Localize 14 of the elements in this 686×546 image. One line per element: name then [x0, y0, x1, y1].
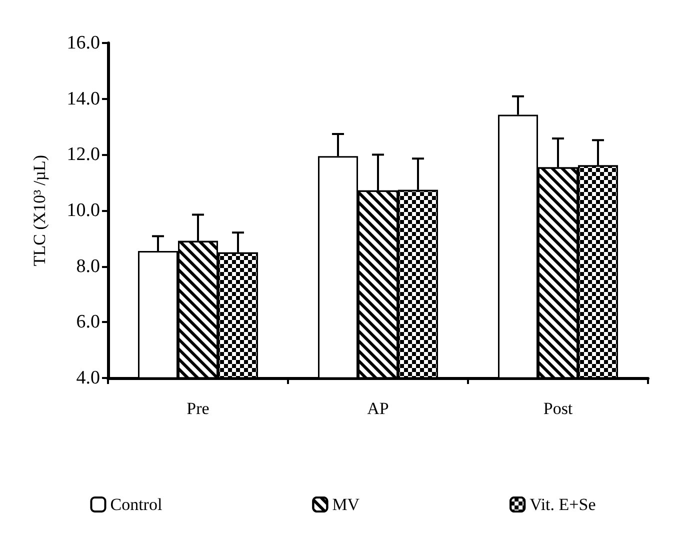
x-tick-label: Pre [186, 399, 210, 418]
y-tick-label: 8.0 [76, 256, 100, 277]
x-tick-label: Post [543, 399, 573, 418]
y-tick-label: 16.0 [66, 32, 100, 54]
x-tick-label: AP [367, 399, 389, 418]
legend-label: Control [110, 495, 162, 514]
legend-label: Vit. E+Se [530, 495, 596, 514]
y-tick-label: 4.0 [76, 368, 100, 388]
y-tick-label: 6.0 [76, 312, 100, 333]
y-tick-label: 12.0 [66, 144, 100, 166]
y-tick-label: 14.0 [66, 88, 100, 110]
legend-label: MV [332, 495, 360, 514]
y-tick-label: 10.0 [66, 200, 100, 221]
y-axis-title: TLC (X10³ /µL) [30, 154, 49, 266]
